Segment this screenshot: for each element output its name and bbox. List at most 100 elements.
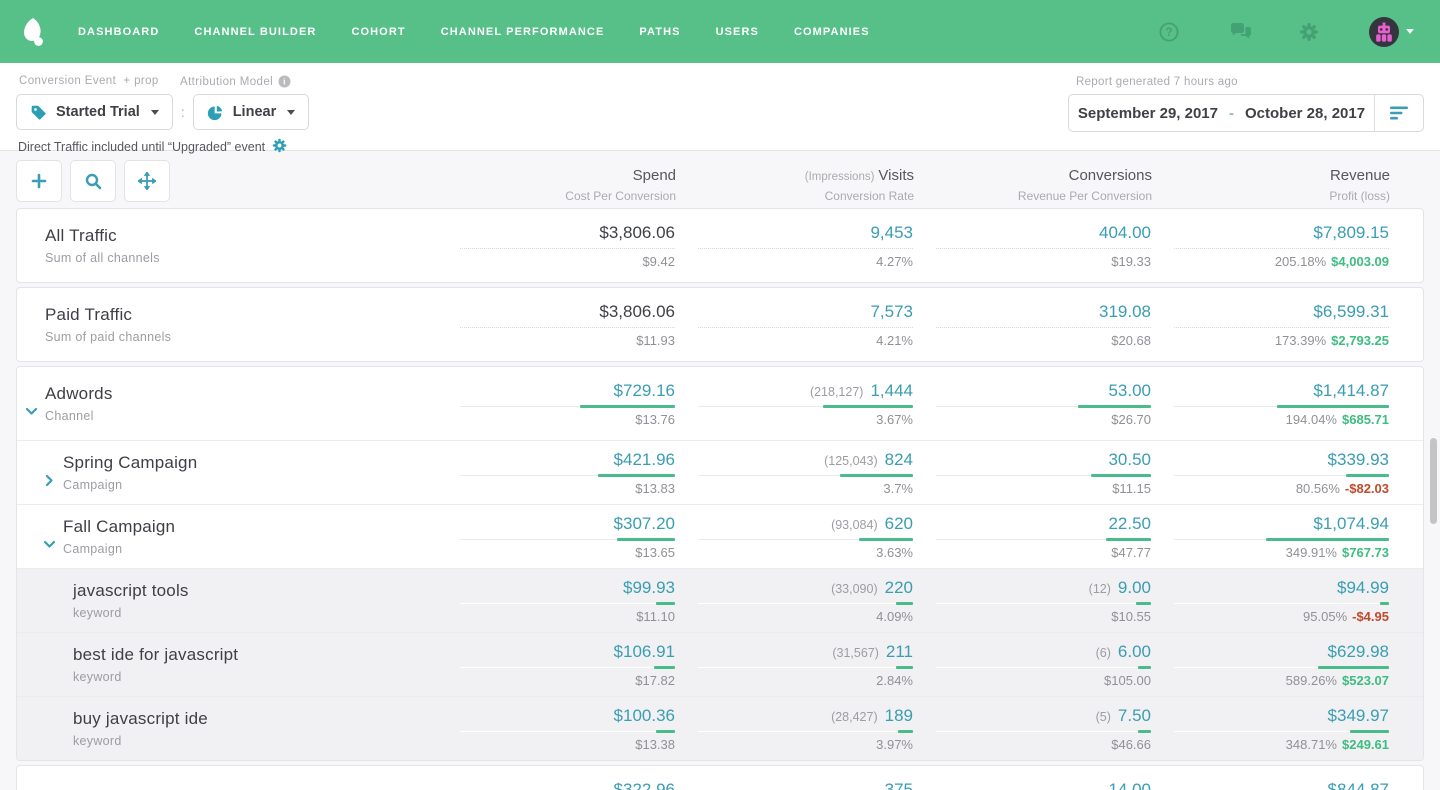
- metric-sub: 95.05%-$4.95: [1151, 609, 1389, 624]
- metric-prefix: (12): [1089, 582, 1111, 596]
- share-bar: [656, 602, 675, 605]
- user-menu[interactable]: [1369, 17, 1414, 47]
- metric-value: $99.93: [437, 578, 675, 598]
- metric-value: 7,573: [675, 302, 913, 322]
- metric-sub: $105.00: [913, 673, 1151, 688]
- metric-cell: $6,599.31173.39%$2,793.25: [1151, 302, 1389, 348]
- metric-cell: (12)9.00$10.55: [913, 578, 1151, 624]
- tag-icon: [30, 104, 47, 121]
- metric-cell: $339.93 80.56% -$82.03: [1151, 450, 1389, 496]
- metric-prefix: (218,127): [810, 385, 864, 399]
- metric-cell: $307.20$13.65: [437, 514, 675, 560]
- table-row[interactable]: Fall CampaignCampaign$307.20$13.65(93,08…: [17, 504, 1423, 568]
- table-row[interactable]: best ide for javascriptkeyword$106.91$17…: [17, 632, 1423, 696]
- attribution-model-dropdown[interactable]: Linear: [193, 94, 310, 130]
- metric-cell: $844.87: [1151, 780, 1389, 790]
- metric-cell: 7,5734.21%: [675, 302, 913, 348]
- table-row[interactable]: AdwordsChannel$729.16$13.76(218,127)1,44…: [17, 367, 1423, 440]
- metric-cell: (28,427)1893.97%: [675, 706, 913, 752]
- metric-main: $339.93: [1328, 450, 1389, 469]
- move-button[interactable]: [124, 160, 170, 202]
- metric-divider: [460, 538, 675, 541]
- nav-item-companies[interactable]: COMPANIES: [794, 26, 870, 38]
- metric-cell: (6)6.00 $105.00: [913, 642, 1151, 688]
- metric-sub: 4.09%: [675, 609, 913, 624]
- row-title: Adwords: [45, 384, 437, 404]
- divider-line: [1174, 327, 1389, 328]
- row-title-block: Paid TrafficSum of paid channels: [17, 288, 437, 361]
- share-bar: [598, 474, 675, 477]
- share-bar: [1318, 666, 1389, 669]
- metric-sub: 3.7%: [675, 481, 913, 496]
- divider-line: [460, 667, 675, 668]
- metric-prefix: (5): [1096, 710, 1111, 724]
- expand-chevron-right-icon[interactable]: [43, 472, 56, 481]
- expand-chevron-down-icon[interactable]: [25, 403, 38, 412]
- nav-item-dashboard[interactable]: DASHBOARD: [78, 26, 159, 38]
- share-bar: [654, 666, 676, 669]
- app-logo-icon[interactable]: [18, 16, 48, 48]
- nav-item-cohort[interactable]: COHORT: [351, 26, 405, 38]
- vertical-scrollbar[interactable]: [1430, 438, 1437, 524]
- metric-divider: [698, 730, 913, 733]
- row-title-block: Fall CampaignCampaign: [17, 505, 437, 568]
- help-icon[interactable]: ?: [1159, 22, 1179, 42]
- table-row[interactable]: All TrafficSum of all channels$3,806.06$…: [17, 209, 1423, 282]
- chat-icon[interactable]: [1229, 22, 1249, 42]
- metric-sub: $11.93: [437, 333, 675, 348]
- info-icon[interactable]: i: [278, 75, 291, 88]
- share-bar: [1380, 602, 1389, 605]
- column-header-revenue: Revenue Profit (loss): [1152, 167, 1390, 203]
- metric-sub: $17.82: [437, 673, 675, 688]
- metric-divider: [460, 666, 675, 669]
- metric-value: (6)6.00: [913, 642, 1151, 662]
- metric-divider: [460, 247, 675, 250]
- metric-main: $307.20: [614, 514, 675, 533]
- nav-item-paths[interactable]: PATHS: [639, 26, 680, 38]
- note-gear-icon[interactable]: [272, 138, 287, 156]
- metric-cell: $421.96$13.83: [437, 450, 675, 496]
- table-row[interactable]: Video$322.96 375 14.00 $844.87: [17, 766, 1423, 790]
- metric-value: 319.08: [913, 302, 1151, 322]
- table-row[interactable]: Spring CampaignCampaign$421.96$13.83(125…: [17, 440, 1423, 504]
- metric-main: 404.00: [1099, 223, 1151, 242]
- metric-value: $6,599.31: [1151, 302, 1389, 322]
- nav-item-channel-performance[interactable]: CHANNEL PERFORMANCE: [441, 26, 605, 38]
- conversion-event-label: Conversion Event + prop: [16, 75, 180, 88]
- metric-divider: [1174, 602, 1389, 605]
- add-button[interactable]: [16, 160, 62, 202]
- metric-cell: (218,127)1,4443.67%: [675, 381, 913, 427]
- metric-value: (218,127)1,444: [675, 381, 913, 401]
- row-subtitle: keyword: [73, 734, 437, 748]
- metric-divider: [698, 474, 913, 477]
- expand-chevron-down-icon[interactable]: [43, 536, 56, 545]
- nav-item-channel-builder[interactable]: CHANNEL BUILDER: [194, 26, 316, 38]
- metric-value: (12)9.00: [913, 578, 1151, 598]
- metric-main: 375: [885, 780, 913, 790]
- avatar[interactable]: [1369, 17, 1399, 47]
- metric-divider: [460, 730, 675, 733]
- table-row[interactable]: buy javascript idekeyword$100.36$13.38(2…: [17, 696, 1423, 760]
- table-header: Spend Cost Per Conversion (Impressions)V…: [16, 151, 1424, 208]
- add-prop-link[interactable]: + prop: [123, 75, 158, 87]
- metric-divider: [936, 602, 1151, 605]
- share-bar: [1138, 730, 1151, 733]
- gear-icon[interactable]: [1299, 22, 1319, 42]
- date-start: September 29, 2017: [1078, 105, 1218, 122]
- nav-item-users[interactable]: USERS: [716, 26, 759, 38]
- metric-profit: $4,003.09: [1331, 254, 1389, 269]
- metric-sub-percent: 80.56%: [1296, 481, 1340, 496]
- metric-prefix: (33,090): [831, 582, 878, 596]
- metric-profit: -$82.03: [1345, 481, 1389, 496]
- metric-sub-percent: 349.91%: [1286, 545, 1337, 560]
- date-range-picker[interactable]: September 29, 2017 - October 28, 2017: [1068, 94, 1424, 132]
- metric-main: $629.98: [1328, 642, 1389, 661]
- table-row[interactable]: javascript toolskeyword$99.93$11.10(33,0…: [17, 568, 1423, 632]
- share-bar: [656, 730, 675, 733]
- date-menu-icon[interactable]: [1375, 95, 1423, 131]
- conversion-event-dropdown[interactable]: Started Trial: [16, 94, 173, 130]
- search-button[interactable]: [70, 160, 116, 202]
- divider-line: [936, 248, 1151, 249]
- metric-cell: 319.08$20.68: [913, 302, 1151, 348]
- table-row[interactable]: Paid TrafficSum of paid channels$3,806.0…: [17, 288, 1423, 361]
